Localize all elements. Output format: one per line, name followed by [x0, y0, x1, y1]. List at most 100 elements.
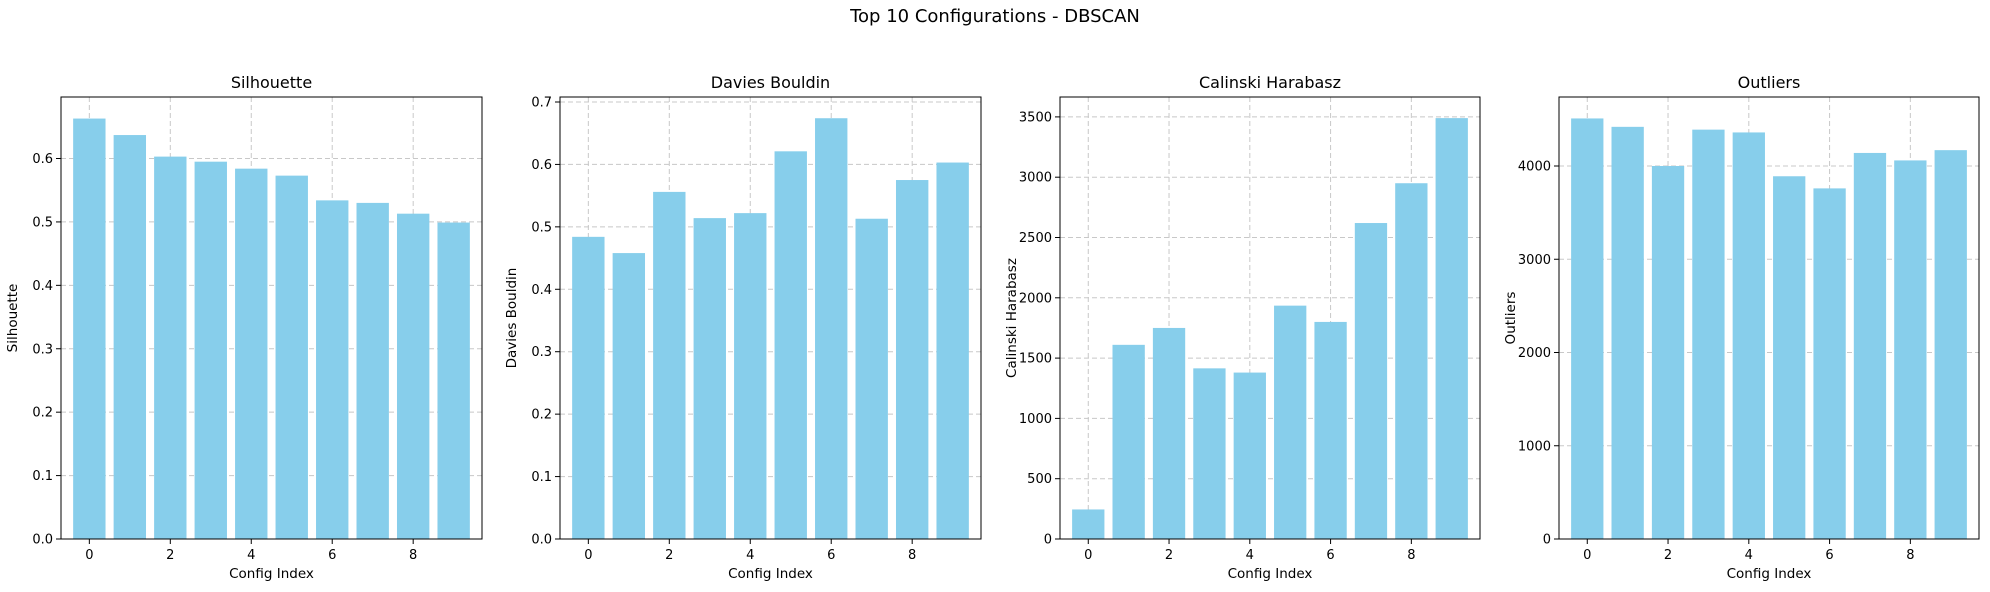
chart3-y-tick-label-1: 1000 — [1518, 439, 1551, 454]
chart3-y-tick-label-4: 4000 — [1518, 160, 1551, 175]
chart1-bar-6 — [815, 118, 848, 540]
chart2-bar-3 — [1193, 368, 1226, 539]
chart3-bar-5 — [1773, 176, 1806, 539]
chart0-x-tick-label-3: 6 — [328, 548, 336, 563]
chart0-y-tick-label-2: 0.2 — [32, 406, 53, 421]
chart0-bar-9 — [437, 222, 470, 539]
chart3-y-tick-label-3: 3000 — [1518, 253, 1551, 268]
chart2-bar-0 — [1072, 509, 1105, 539]
figure-title: Top 10 Configurations - DBSCAN — [850, 6, 1140, 27]
chart0-bar-0 — [73, 118, 106, 539]
chart3-title: Outliers — [1738, 73, 1801, 92]
chart1-y-tick-label-3: 0.3 — [531, 345, 552, 360]
chart1-bar-8 — [895, 180, 929, 539]
chart2-bar-6 — [1314, 321, 1347, 539]
chart1-x-tick-label-3: 6 — [827, 548, 835, 563]
chart0-x-tick-label-4: 8 — [409, 548, 417, 563]
chart0-x-tick-label-2: 4 — [247, 548, 255, 563]
chart0-y-tick-label-3: 0.3 — [32, 342, 53, 357]
chart0-y-tick-label-6: 0.6 — [32, 152, 53, 167]
chart0-bar-4 — [235, 168, 268, 539]
chart1-y-tick-label-1: 0.1 — [531, 470, 552, 485]
chart1-ylabel: Davies Bouldin — [504, 268, 520, 369]
chart1-x-tick-label-2: 4 — [746, 548, 754, 563]
chart1-bar-7 — [855, 218, 888, 539]
chart0-x-tick-label-0: 0 — [85, 548, 93, 563]
chart2-ylabel: Calinski Harabasz — [1004, 258, 1020, 378]
chart3-bar-8 — [1894, 160, 1927, 539]
chart2-bar-1 — [1112, 344, 1145, 539]
chart1-bar-9 — [936, 162, 969, 539]
chart1-x-tick-label-1: 2 — [665, 548, 673, 563]
chart0-axes-frame — [60, 96, 483, 540]
chart0-bar-5 — [275, 175, 308, 539]
chart2-x-tick-label-3: 6 — [1326, 548, 1334, 563]
chart0-y-tick-label-1: 0.1 — [32, 469, 53, 484]
chart0-y-tick-label-0: 0.0 — [32, 533, 53, 548]
chart0-title: Silhouette — [231, 73, 312, 92]
chart0-bar-7 — [356, 202, 389, 539]
chart3-x-tick-label-4: 8 — [1906, 548, 1914, 563]
chart1-y-tick-label-5: 0.5 — [531, 220, 552, 235]
chart1-y-tick-label-2: 0.2 — [531, 408, 552, 423]
chart1-xlabel: Config Index — [728, 566, 813, 582]
chart1-bar-5 — [774, 151, 807, 540]
chart2-y-tick-label-1: 500 — [1027, 472, 1052, 487]
chart2-bar-2 — [1152, 327, 1186, 539]
chart2-xlabel: Config Index — [1228, 566, 1313, 582]
chart0-xlabel: Config Index — [229, 566, 314, 582]
chart2-bar-7 — [1354, 223, 1388, 539]
chart0-bar-6 — [316, 200, 349, 540]
chart2-x-tick-label-2: 4 — [1246, 548, 1254, 563]
chart0-bar-1 — [113, 135, 147, 540]
chart1-y-tick-label-6: 0.6 — [531, 158, 552, 173]
chart1-bar-1 — [612, 253, 646, 540]
chart1-bar-2 — [653, 191, 686, 540]
chart3-ylabel: Outliers — [1503, 292, 1519, 345]
chart1-title: Davies Bouldin — [711, 73, 830, 92]
chart3-bar-4 — [1732, 132, 1765, 539]
chart2-y-tick-label-3: 1500 — [1019, 352, 1052, 367]
chart3-bar-9 — [1934, 150, 1967, 539]
chart3-xlabel: Config Index — [1727, 566, 1812, 582]
chart2-x-tick-label-1: 2 — [1165, 548, 1173, 563]
chart1-axes-frame — [559, 96, 982, 540]
chart3-x-tick-label-2: 4 — [1745, 548, 1753, 563]
chart2-x-tick-label-4: 8 — [1407, 548, 1415, 563]
chart3-x-tick-label-0: 0 — [1583, 548, 1591, 563]
chart3-bar-1 — [1611, 126, 1644, 539]
chart3-bar-3 — [1692, 129, 1725, 539]
chart0-y-tick-label-5: 0.5 — [32, 215, 53, 230]
chart3-y-tick-label-2: 2000 — [1518, 346, 1551, 361]
chart1-bar-3 — [693, 218, 726, 540]
chart3-x-tick-label-3: 6 — [1825, 548, 1833, 563]
chart2-bar-5 — [1274, 305, 1307, 539]
chart0-y-tick-label-4: 0.4 — [32, 279, 53, 294]
chart2-axes-frame — [1059, 96, 1481, 540]
chart3-bar-6 — [1813, 188, 1846, 539]
chart0-bar-2 — [154, 156, 187, 540]
chart1-y-tick-label-0: 0.0 — [531, 533, 552, 548]
chart1-x-tick-label-0: 0 — [584, 548, 592, 563]
chart2-bar-9 — [1435, 118, 1468, 540]
chart0-bar-3 — [194, 161, 227, 539]
chart3-bar-0 — [1571, 118, 1604, 539]
chart2-title: Calinski Harabasz — [1199, 73, 1341, 92]
chart1-bar-4 — [734, 213, 767, 539]
chart2-x-tick-label-0: 0 — [1084, 548, 1092, 563]
chart2-y-tick-label-7: 3500 — [1019, 110, 1052, 125]
chart3-y-tick-label-0: 0 — [1543, 533, 1551, 548]
chart3-bar-2 — [1651, 166, 1685, 540]
chart1-y-tick-label-4: 0.4 — [531, 283, 552, 298]
chart3-axes-frame — [1558, 96, 1980, 540]
chart2-bar-8 — [1395, 183, 1428, 540]
chart2-y-tick-label-6: 3000 — [1019, 171, 1052, 186]
chart1-y-tick-label-7: 0.7 — [531, 95, 552, 110]
chart0-x-tick-label-1: 2 — [166, 548, 174, 563]
chart1-x-tick-label-4: 8 — [908, 548, 916, 563]
chart2-y-tick-label-4: 2000 — [1019, 291, 1052, 306]
chart2-y-tick-label-5: 2500 — [1019, 231, 1052, 246]
chart1-bar-0 — [572, 236, 605, 540]
